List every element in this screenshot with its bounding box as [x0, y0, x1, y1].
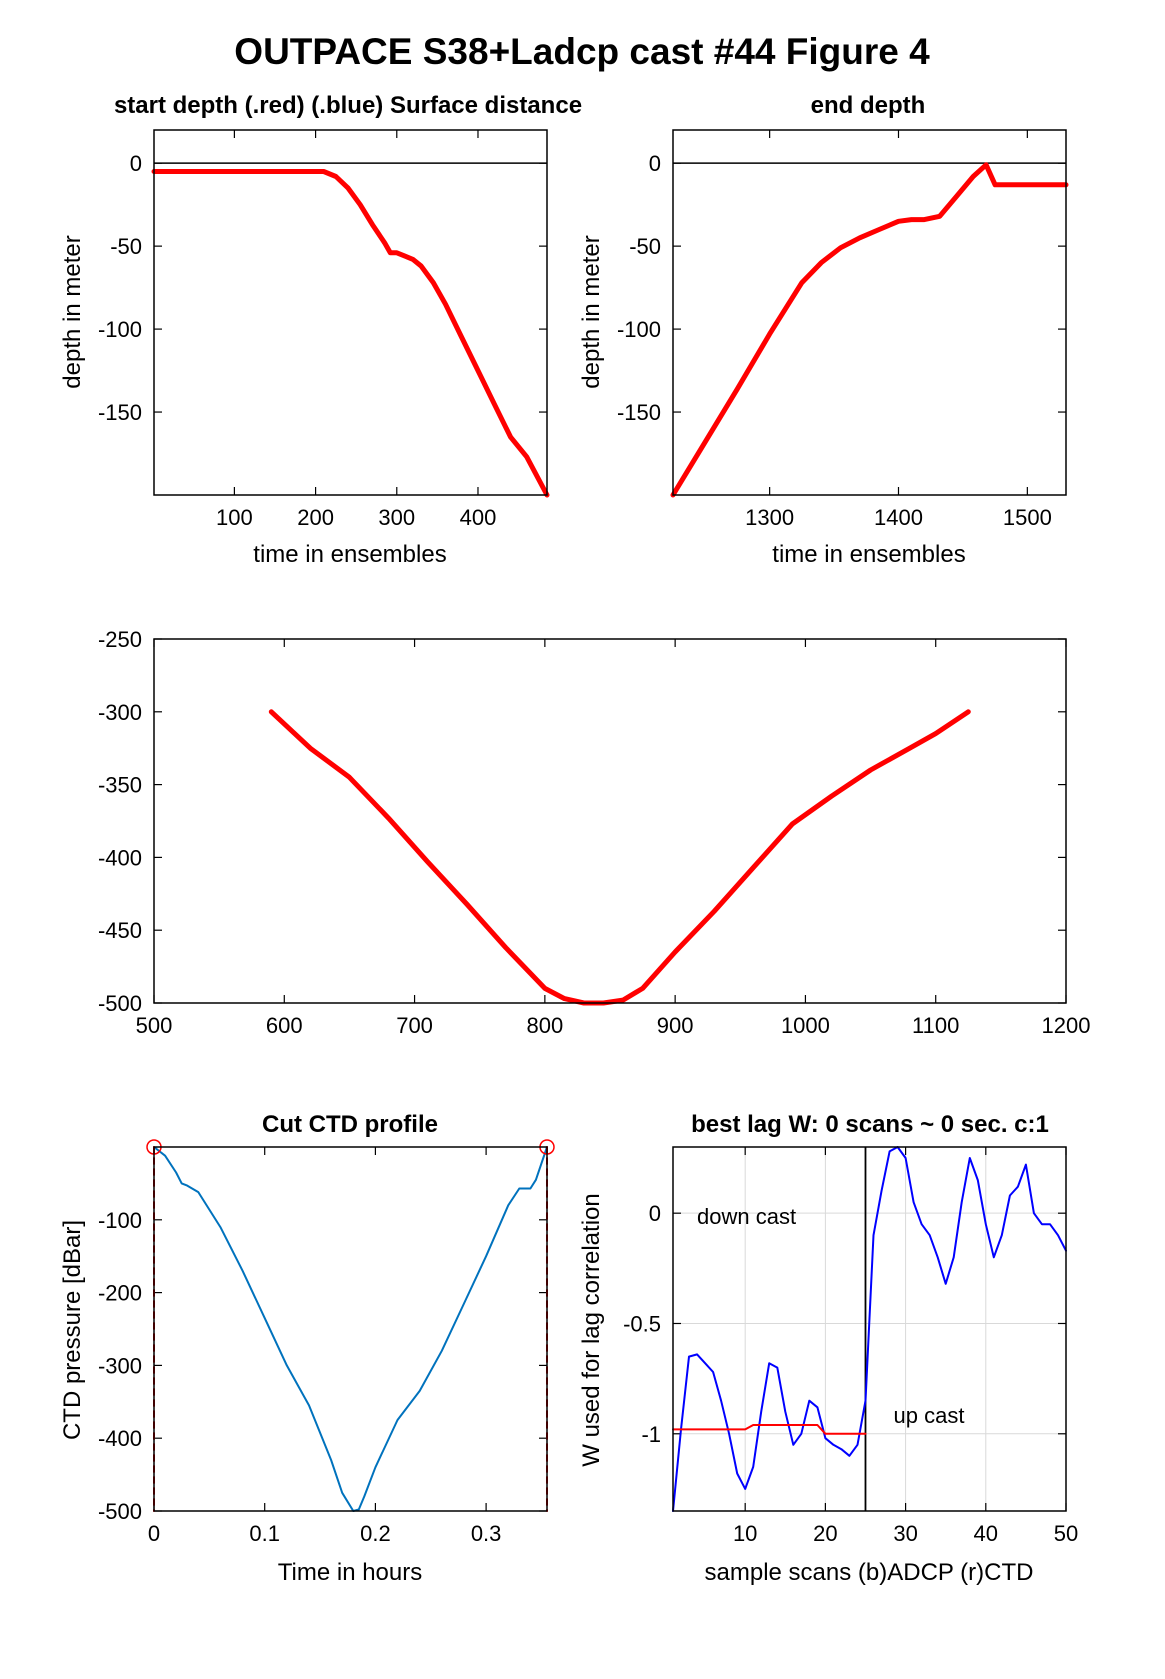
- best-lag-annotation: down cast: [697, 1204, 796, 1229]
- best-lag-ticks: 10 20 30 40 50 0 -0.5 -1: [623, 1147, 1078, 1546]
- cut-ctd-ytick-label: -200: [98, 1281, 142, 1306]
- best-lag-ytick-label: 0: [649, 1201, 661, 1226]
- panel-middle: 500 600 700 800 900 1000 1100 1200 -250 -300 -350 -…: [98, 627, 1091, 1038]
- best-lag-series-1: [672, 1424, 867, 1435]
- cut-ctd-axes-box: [153, 1146, 548, 1512]
- cut-ctd-xlabel: Time in hours: [278, 1559, 423, 1586]
- panel-best-lag: best lag W: 0 scans ~ 0 sec. c:1 10 20 30 4…: [578, 1111, 1078, 1586]
- cut-ctd-ytick-label: -100: [98, 1208, 142, 1233]
- best-lag-xlabel: sample scans (b)ADCP (r)CTD: [705, 1559, 1034, 1586]
- middle-xtick-label: 900: [657, 1013, 694, 1038]
- cut-ctd-ticks: 0 0.1 0.2 0.3 -100 -200 -300 -400 -500: [98, 1147, 547, 1546]
- best-lag-series: down cast up cast: [672, 1146, 1067, 1512]
- end-depth-ytick-label: -150: [617, 400, 661, 425]
- end-depth-xlabel: time in ensembles: [772, 541, 965, 568]
- cut-ctd-ylabel: CTD pressure [dBar]: [59, 1220, 86, 1440]
- middle-xtick-label: 700: [396, 1013, 433, 1038]
- end-depth-axes-box: [672, 129, 1067, 496]
- best-lag-ytick-label: -0.5: [623, 1311, 661, 1336]
- middle-axes-box: [153, 638, 1067, 1004]
- best-lag-title: best lag W: 0 scans ~ 0 sec. c:1: [691, 1111, 1049, 1138]
- end-depth-series-0: [670, 162, 1069, 498]
- end-depth-ytick-label: 0: [649, 151, 661, 176]
- middle-ytick-label: -300: [98, 700, 142, 725]
- end-depth-xtick-label: 1300: [745, 505, 794, 530]
- end-depth-xtick-label: 1400: [874, 505, 923, 530]
- cut-ctd-title: Cut CTD profile: [262, 1111, 438, 1138]
- start-depth-axes-box: [153, 129, 548, 496]
- best-lag-ytick-label: -1: [641, 1422, 661, 1447]
- end-depth-title: end depth: [811, 92, 926, 119]
- best-lag-xtick-label: 30: [893, 1521, 917, 1546]
- start-depth-series-0: [151, 169, 550, 498]
- start-depth-ytick-label: -100: [98, 317, 142, 342]
- cut-ctd-xtick-label: 0.2: [360, 1521, 391, 1546]
- cut-ctd-series-0: [153, 1146, 548, 1512]
- cut-ctd-ytick-label: -400: [98, 1426, 142, 1451]
- cut-ctd-xtick-label: 0.1: [249, 1521, 280, 1546]
- best-lag-xtick-label: 20: [813, 1521, 837, 1546]
- best-lag-ylabel: W used for lag correlation: [578, 1193, 605, 1466]
- start-depth-ytick-label: 0: [130, 151, 142, 176]
- middle-ytick-label: -250: [98, 627, 142, 652]
- panel-end-depth: end depth 1300 1400 1500 0 -50 -100 -150 time …: [578, 92, 1069, 568]
- middle-ticks: 500 600 700 800 900 1000 1100 1200 -250 -300 -350 -…: [98, 627, 1091, 1038]
- middle-ytick-label: -400: [98, 845, 142, 870]
- end-depth-ylabel: depth in meter: [578, 235, 605, 388]
- middle-ytick-label: -450: [98, 918, 142, 943]
- middle-ytick-label: -350: [98, 773, 142, 798]
- end-depth-ytick-label: -100: [617, 317, 661, 342]
- start-depth-ytick-label: -150: [98, 400, 142, 425]
- middle-xtick-label: 800: [526, 1013, 563, 1038]
- end-depth-ticks: 1300 1400 1500 0 -50 -100 -150: [617, 130, 1066, 530]
- best-lag-xtick-label: 10: [733, 1521, 757, 1546]
- best-lag-xtick-label: 40: [974, 1521, 998, 1546]
- middle-xtick-label: 1000: [781, 1013, 830, 1038]
- middle-xtick-label: 1100: [912, 1013, 959, 1038]
- end-depth-ytick-label: -50: [629, 234, 661, 259]
- cut-ctd-series: [146, 1139, 555, 1512]
- best-lag-annotation: up cast: [894, 1403, 965, 1428]
- cut-ctd-ytick-label: -300: [98, 1353, 142, 1378]
- start-depth-xtick-label: 100: [216, 505, 253, 530]
- middle-xtick-label: 600: [266, 1013, 303, 1038]
- middle-ytick-label: -500: [98, 991, 142, 1016]
- best-lag-xtick-label: 50: [1054, 1521, 1078, 1546]
- panel-start-depth: start depth (.red) (.blue) Surface dista…: [59, 92, 582, 568]
- start-depth-series: [151, 162, 550, 498]
- start-depth-xtick-label: 300: [378, 505, 415, 530]
- start-depth-xlabel: time in ensembles: [253, 541, 446, 568]
- middle-xtick-label: 1200: [1042, 1013, 1091, 1038]
- middle-series-0: [268, 709, 971, 1006]
- start-depth-ytick-label: -50: [110, 234, 142, 259]
- best-lag-series-0: [672, 1146, 1067, 1512]
- panel-cut-ctd: Cut CTD profile 0 0.1 0.2 0.3 -100 -200 -300 -4…: [59, 1111, 555, 1586]
- middle-series: [268, 709, 971, 1006]
- middle-xtick-label: 500: [136, 1013, 173, 1038]
- start-depth-ticks: 100 200 300 400 0 -50 -100 -150: [98, 130, 547, 530]
- start-depth-xtick-label: 200: [297, 505, 334, 530]
- best-lag-axes-box: [672, 1146, 1067, 1512]
- cut-ctd-ytick-label: -500: [98, 1499, 142, 1524]
- end-depth-series: [670, 162, 1069, 498]
- figure-title: OUTPACE S38+Ladcp cast #44 Figure 4: [234, 31, 930, 72]
- start-depth-xtick-label: 400: [460, 505, 497, 530]
- start-depth-title: start depth (.red) (.blue) Surface dista…: [114, 92, 582, 119]
- cut-ctd-xtick-label: 0.3: [471, 1521, 502, 1546]
- start-depth-ylabel: depth in meter: [59, 235, 86, 388]
- cut-ctd-xtick-label: 0: [148, 1521, 160, 1546]
- end-depth-xtick-label: 1500: [1003, 505, 1052, 530]
